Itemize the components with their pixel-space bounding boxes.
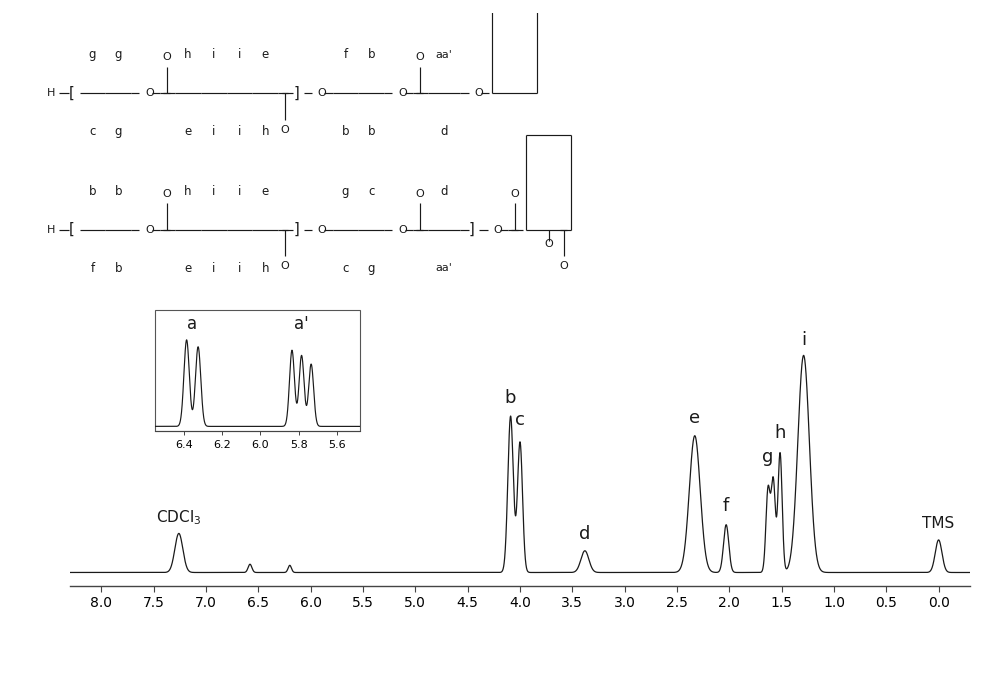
Text: O: O	[145, 225, 154, 235]
Text: g: g	[762, 448, 774, 466]
Text: i: i	[212, 48, 215, 61]
Text: h: h	[262, 262, 269, 275]
Text: O: O	[162, 52, 171, 63]
Text: h: h	[262, 125, 269, 139]
Text: O: O	[318, 225, 326, 235]
Text: f: f	[723, 497, 729, 515]
Text: TMS: TMS	[922, 516, 955, 531]
Text: d: d	[440, 184, 448, 198]
Text: ]: ]	[293, 86, 299, 101]
Text: e: e	[184, 262, 191, 275]
Text: i: i	[212, 262, 215, 275]
Text: aa': aa'	[436, 263, 453, 273]
Text: ]: ]	[469, 222, 474, 237]
Text: H: H	[47, 225, 55, 235]
Text: c: c	[342, 262, 349, 275]
Text: b: b	[505, 390, 516, 407]
Text: O: O	[510, 188, 519, 199]
Text: b: b	[342, 125, 349, 139]
Text: O: O	[281, 125, 289, 135]
Text: e: e	[262, 184, 269, 198]
Text: i: i	[212, 184, 215, 198]
Text: a: a	[187, 315, 197, 333]
Text: b: b	[368, 48, 375, 61]
Text: i: i	[801, 331, 806, 349]
Text: CDCl$_3$: CDCl$_3$	[156, 508, 201, 527]
Text: a': a'	[294, 315, 309, 333]
Text: i: i	[212, 125, 215, 139]
Text: O: O	[145, 88, 154, 98]
Text: e: e	[184, 125, 191, 139]
Text: O: O	[415, 52, 424, 63]
Text: O: O	[281, 260, 289, 271]
Text: h: h	[184, 184, 192, 198]
Text: i: i	[238, 184, 241, 198]
Text: i: i	[238, 125, 241, 139]
Text: c: c	[368, 184, 375, 198]
Text: i: i	[238, 48, 241, 61]
Text: c: c	[515, 411, 525, 429]
Text: b: b	[368, 125, 375, 139]
Text: O: O	[318, 88, 326, 98]
Text: g: g	[89, 48, 96, 61]
Text: i: i	[238, 262, 241, 275]
Text: b: b	[89, 184, 96, 198]
Text: b: b	[115, 184, 122, 198]
Text: O: O	[544, 240, 553, 250]
Text: e: e	[689, 409, 700, 427]
Text: [: [	[69, 86, 75, 101]
Text: O: O	[398, 225, 407, 235]
Text: O: O	[493, 225, 502, 235]
Text: O: O	[559, 260, 568, 271]
Text: b: b	[115, 262, 122, 275]
Text: H: H	[47, 88, 55, 98]
Text: O: O	[415, 188, 424, 199]
Text: O: O	[162, 188, 171, 199]
Text: e: e	[262, 48, 269, 61]
Text: g: g	[368, 262, 375, 275]
Text: d: d	[440, 125, 448, 139]
Text: h: h	[184, 48, 192, 61]
Bar	[155, 310, 360, 431]
Text: ]: ]	[293, 222, 299, 237]
Text: [: [	[69, 222, 75, 237]
Text: g: g	[342, 184, 349, 198]
Text: f: f	[90, 262, 95, 275]
Text: h: h	[774, 424, 786, 442]
Text: g: g	[115, 125, 122, 139]
Text: d: d	[579, 525, 591, 543]
Text: g: g	[115, 48, 122, 61]
Text: c: c	[89, 125, 96, 139]
Text: O: O	[474, 88, 483, 98]
Text: f: f	[343, 48, 348, 61]
Text: O: O	[398, 88, 407, 98]
Text: aa': aa'	[436, 50, 453, 60]
